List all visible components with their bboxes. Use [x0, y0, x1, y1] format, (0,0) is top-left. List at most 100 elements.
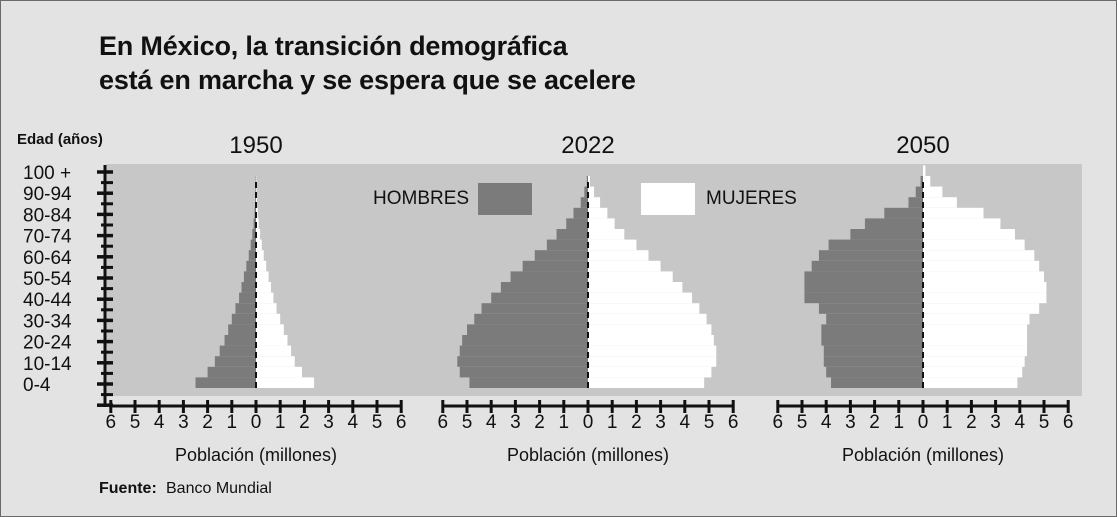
bar-hombres-2050-90-94 — [915, 186, 923, 198]
bar-mujeres-2050-40-44 — [923, 292, 1047, 304]
year-label-2050: 2050 — [896, 132, 949, 159]
bar-hombres-1950-10-14 — [214, 356, 256, 367]
y-axis-title: Edad (años) — [17, 131, 103, 148]
bar-hombres-2022-5-9 — [459, 366, 588, 378]
bar-mujeres-2022-55-59 — [588, 260, 661, 272]
legend-label-mujeres: MUJERES — [706, 188, 797, 209]
bar-hombres-2022-85-89 — [580, 197, 588, 208]
y-tick-label-0: 100 + — [23, 163, 71, 184]
x-tick-label-2022-3: 3 — [510, 412, 521, 433]
bar-hombres-2050-50-54 — [804, 271, 923, 282]
bar-hombres-2050-70-74 — [850, 229, 923, 240]
bar-hombres-2050-25-29 — [821, 324, 923, 335]
axis-layer — [97, 165, 1070, 413]
bar-hombres-2022-60-64 — [534, 250, 588, 261]
x-tick-label-2022-9: 3 — [655, 412, 666, 433]
bar-hombres-1950-15-19 — [219, 345, 256, 357]
bar-hombres-2050-60-64 — [818, 250, 923, 261]
bar-mujeres-1950-65-69 — [256, 239, 262, 251]
bar-hombres-2022-10-14 — [457, 356, 588, 367]
x-tick-label-1950-2: 4 — [154, 412, 165, 433]
bar-hombres-2050-75-79 — [864, 218, 923, 229]
bar-mujeres-2050-90-94 — [923, 186, 943, 198]
y-tick-label-7: 30-34 — [23, 311, 72, 332]
x-tick-label-1950-3: 3 — [178, 412, 189, 433]
x-tick-label-2022-10: 4 — [680, 412, 691, 433]
bar-hombres-1950-25-29 — [228, 324, 256, 335]
bar-mujeres-2022-90-94 — [588, 186, 595, 198]
x-tick-label-1950-0: 6 — [106, 412, 117, 433]
bar-hombres-2050-95-99 — [920, 176, 923, 187]
legend-label-hombres: HOMBRES — [373, 188, 469, 209]
y-tick-label-9: 10-14 — [23, 354, 72, 375]
bar-hombres-1950-75-79 — [253, 218, 256, 229]
bar-mujeres-2050-10-14 — [923, 356, 1025, 367]
bar-mujeres-2022-85-89 — [588, 197, 601, 208]
x-tick-label-2022-0: 6 — [438, 412, 449, 433]
bar-mujeres-2050-70-74 — [923, 229, 1015, 240]
x-tick-label-2050-10: 4 — [1015, 412, 1026, 433]
bar-mujeres-2022-40-44 — [588, 292, 693, 304]
bar-mujeres-1950-0-4 — [256, 377, 315, 388]
x-tick-label-2050-7: 1 — [942, 412, 953, 433]
bars-layer — [195, 165, 1047, 388]
bar-mujeres-2022-95-99 — [588, 176, 590, 187]
bar-mujeres-2022-5-9 — [588, 366, 712, 378]
bar-hombres-2022-75-79 — [566, 218, 588, 229]
y-tick-label-6: 40-44 — [23, 290, 72, 311]
bar-mujeres-2050-95-99 — [923, 176, 931, 187]
y-tick-label-2: 80-84 — [23, 205, 72, 226]
chart-title-line-1: En México, la transición demográfica — [99, 31, 568, 61]
bar-hombres-1950-70-74 — [252, 229, 256, 240]
bar-mujeres-2022-75-79 — [588, 218, 615, 229]
x-tick-label-2050-5: 1 — [894, 412, 905, 433]
bar-hombres-1950-30-34 — [231, 313, 256, 325]
source-text: Banco Mundial — [166, 480, 272, 497]
bar-hombres-2050-30-34 — [826, 313, 923, 325]
bar-mujeres-2050-75-79 — [923, 218, 1001, 229]
bar-mujeres-2050-15-19 — [923, 345, 1028, 357]
bar-hombres-2022-65-69 — [546, 239, 588, 251]
bar-hombres-2050-35-39 — [818, 303, 923, 314]
bar-mujeres-2050-0-4 — [923, 377, 1018, 388]
bar-hombres-1950-55-59 — [246, 260, 256, 272]
bar-hombres-2022-80-84 — [573, 207, 588, 219]
year-label-2022: 2022 — [561, 132, 614, 159]
x-tick-label-2050-1: 5 — [797, 412, 808, 433]
x-axis-title-1950: Población (millones) — [175, 445, 337, 465]
bar-mujeres-1950-70-74 — [256, 229, 261, 240]
x-tick-label-1950-12: 6 — [396, 412, 407, 433]
x-tick-label-1950-10: 4 — [348, 412, 359, 433]
bar-hombres-2050-40-44 — [804, 292, 923, 304]
bar-mujeres-2050-50-54 — [923, 271, 1044, 282]
bar-hombres-2022-70-74 — [556, 229, 588, 240]
bar-mujeres-1950-40-44 — [256, 292, 274, 304]
bar-hombres-2050-0-4 — [831, 377, 923, 388]
bar-hombres-2022-25-29 — [467, 324, 588, 335]
bar-hombres-2050-10-14 — [823, 356, 923, 367]
y-tick-label-10: 0-4 — [23, 375, 51, 396]
bar-hombres-2050-80-84 — [884, 207, 923, 219]
bar-mujeres-2022-10-14 — [588, 356, 717, 367]
y-tick-label-3: 70-74 — [23, 227, 72, 248]
bar-hombres-2022-45-49 — [500, 282, 588, 293]
bar-mujeres-1950-50-54 — [256, 271, 269, 282]
bar-mujeres-1950-20-24 — [256, 335, 288, 346]
bar-hombres-2022-20-24 — [462, 335, 588, 346]
source-label: Fuente: — [99, 480, 157, 497]
bar-mujeres-2050-5-9 — [923, 366, 1023, 378]
bar-mujeres-1950-25-29 — [256, 324, 284, 335]
bar-mujeres-1950-45-49 — [256, 282, 272, 293]
bar-mujeres-1950-5-9 — [256, 366, 302, 378]
bar-mujeres-1950-35-39 — [256, 303, 277, 314]
bar-mujeres-2022-45-49 — [588, 282, 683, 293]
x-tick-label-1950-7: 1 — [275, 412, 286, 433]
chart-title-line-2: está en marcha y se espera que se aceler… — [99, 65, 636, 95]
x-tick-label-1950-11: 5 — [372, 412, 383, 433]
bar-mujeres-2022-20-24 — [588, 335, 714, 346]
bar-mujeres-1950-30-34 — [256, 313, 281, 325]
bar-hombres-2050-45-49 — [804, 282, 923, 293]
x-tick-label-2050-2: 4 — [821, 412, 832, 433]
